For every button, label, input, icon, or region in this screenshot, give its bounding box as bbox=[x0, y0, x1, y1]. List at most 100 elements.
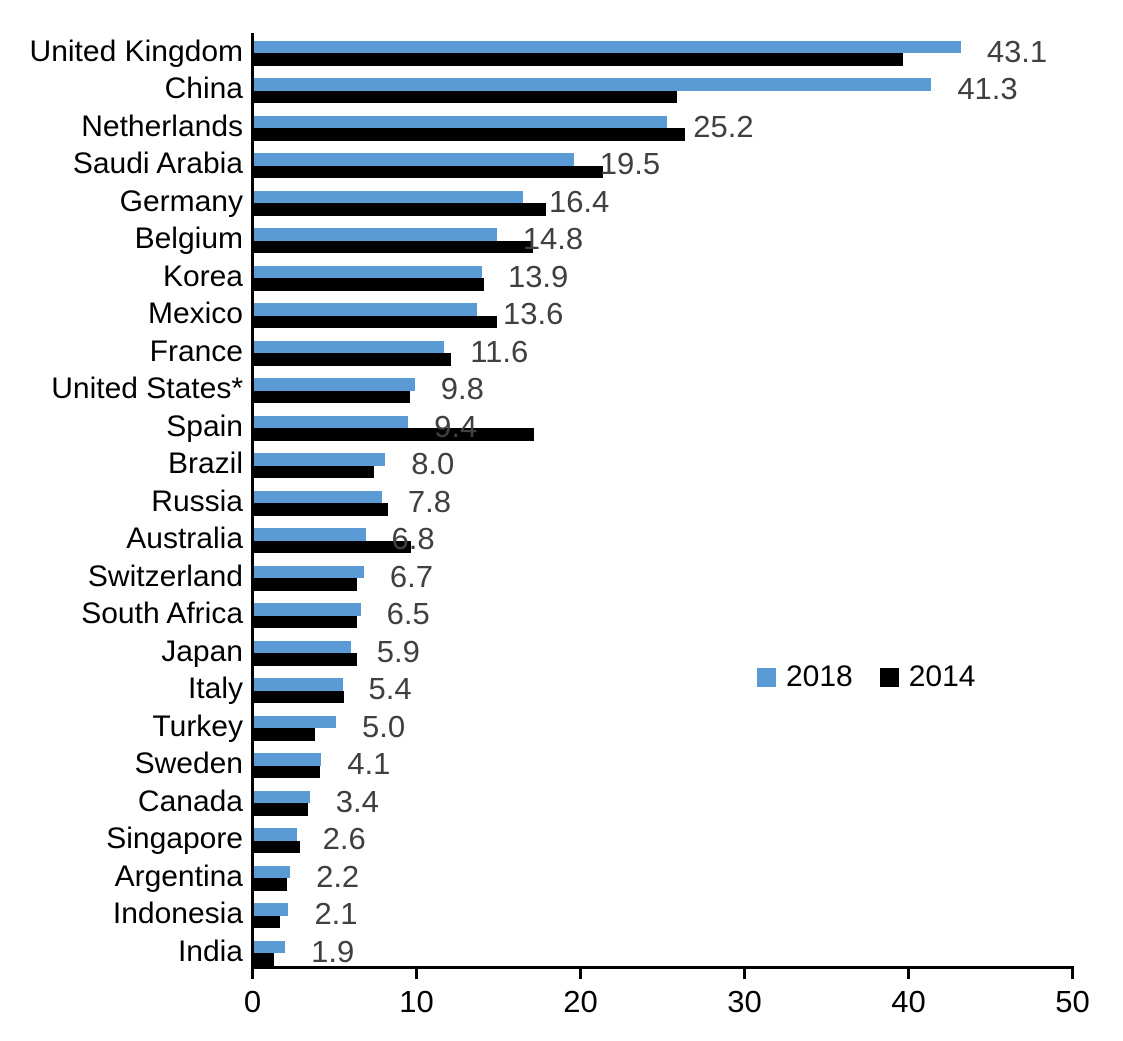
legend-swatch-2018 bbox=[757, 667, 776, 687]
bar-2014 bbox=[254, 915, 281, 928]
bar-2018 bbox=[254, 640, 351, 653]
value-label: 6.7 bbox=[389, 558, 433, 594]
bar-2018 bbox=[254, 865, 291, 878]
bar-2014 bbox=[254, 803, 309, 816]
bar-2014 bbox=[254, 653, 358, 666]
bar-2014 bbox=[254, 540, 412, 553]
bar-2014 bbox=[254, 278, 484, 291]
bar-2018 bbox=[254, 78, 932, 91]
value-label: 7.8 bbox=[407, 483, 452, 519]
category-label: Canada bbox=[137, 784, 243, 818]
category-label: Italy bbox=[187, 672, 243, 706]
value-label: 9.8 bbox=[440, 371, 484, 407]
category-label: Mexico bbox=[147, 297, 243, 331]
value-label: 6.5 bbox=[386, 596, 430, 632]
category-label: Switzerland bbox=[87, 559, 243, 593]
bar-2014 bbox=[254, 578, 358, 591]
bar-2018 bbox=[254, 190, 523, 203]
x-tick-label: 0 bbox=[243, 984, 262, 1019]
x-tick-label: 50 bbox=[1055, 984, 1090, 1019]
category-label: Japan bbox=[161, 634, 243, 668]
value-label: 1.9 bbox=[311, 933, 355, 969]
bar-2014 bbox=[254, 503, 389, 516]
bar-2018 bbox=[254, 528, 366, 541]
bar-2014 bbox=[254, 90, 678, 103]
x-tick bbox=[743, 966, 746, 979]
category-label: Argentina bbox=[114, 859, 243, 893]
bar-2018 bbox=[254, 940, 286, 953]
bar-2018 bbox=[254, 903, 289, 916]
x-tick bbox=[579, 966, 582, 979]
value-label: 2.2 bbox=[316, 858, 360, 894]
bar-2018 bbox=[254, 453, 386, 466]
x-tick-label: 30 bbox=[727, 984, 762, 1019]
bar-2014 bbox=[254, 615, 358, 628]
value-label: 11.6 bbox=[470, 333, 529, 369]
category-label: Saudi Arabia bbox=[72, 147, 243, 181]
category-label: Brazil bbox=[167, 447, 243, 481]
legend-label-2018: 2018 bbox=[786, 660, 853, 693]
category-label: China bbox=[164, 72, 243, 106]
value-label: 5.4 bbox=[368, 671, 412, 707]
bar-2018 bbox=[254, 115, 668, 128]
value-label: 6.8 bbox=[391, 521, 435, 557]
value-label: 13.9 bbox=[507, 258, 569, 294]
category-label: Netherlands bbox=[81, 109, 243, 143]
x-tick bbox=[907, 966, 910, 979]
bar-2014 bbox=[254, 878, 287, 891]
value-label: 25.2 bbox=[693, 108, 754, 144]
category-label: Indonesia bbox=[112, 897, 243, 931]
x-tick bbox=[415, 966, 418, 979]
category-label: Russia bbox=[151, 484, 243, 518]
bar-2014 bbox=[254, 465, 374, 478]
value-label: 14.8 bbox=[522, 221, 584, 257]
x-axis-line bbox=[251, 966, 1074, 969]
bar-2014 bbox=[254, 315, 497, 328]
value-label: 13.6 bbox=[503, 296, 564, 332]
bar-2018 bbox=[254, 490, 382, 503]
bar-2018 bbox=[254, 603, 361, 616]
category-label: Australia bbox=[126, 522, 243, 556]
bar-2018 bbox=[254, 828, 297, 841]
bar-2014 bbox=[254, 53, 904, 66]
value-label: 2.1 bbox=[314, 896, 358, 932]
bar-2018 bbox=[254, 565, 364, 578]
value-label: 43.1 bbox=[986, 33, 1048, 69]
bar-2014 bbox=[254, 390, 410, 403]
bar-2014 bbox=[254, 165, 604, 178]
bar-2014 bbox=[254, 240, 533, 253]
category-label: India bbox=[177, 934, 243, 968]
bar-2018 bbox=[254, 715, 336, 728]
category-label: Germany bbox=[119, 184, 243, 218]
value-label: 2.6 bbox=[322, 821, 366, 857]
bar-2018 bbox=[254, 40, 961, 53]
bar-2014 bbox=[254, 353, 451, 366]
x-tick-label: 20 bbox=[563, 984, 598, 1019]
category-label: France bbox=[149, 334, 243, 368]
category-label: Turkey bbox=[152, 709, 243, 743]
bar-2018 bbox=[254, 153, 574, 166]
bar-2018 bbox=[254, 265, 482, 278]
legend-swatch-2014 bbox=[879, 667, 899, 687]
value-label: 5.0 bbox=[362, 708, 406, 744]
legend: 2018 2014 bbox=[757, 660, 976, 694]
category-label: United Kingdom bbox=[29, 34, 243, 68]
bar-2014 bbox=[254, 690, 345, 703]
bar-2018 bbox=[254, 228, 497, 241]
bar-2018 bbox=[254, 340, 445, 353]
category-label: Korea bbox=[162, 259, 243, 293]
bar-2014 bbox=[254, 765, 320, 778]
legend-label-2014: 2014 bbox=[908, 660, 976, 693]
x-tick-label: 10 bbox=[399, 984, 434, 1019]
category-label: Spain bbox=[166, 409, 243, 443]
value-label: 19.5 bbox=[599, 146, 661, 182]
y-axis-line bbox=[251, 33, 254, 979]
value-label: 16.4 bbox=[548, 183, 610, 219]
bar-2018 bbox=[254, 303, 478, 316]
x-tick bbox=[1071, 966, 1074, 979]
bar-2014 bbox=[254, 203, 546, 216]
category-label: United States* bbox=[51, 372, 243, 406]
bar-2014 bbox=[254, 840, 300, 853]
bar-2018 bbox=[254, 378, 415, 391]
